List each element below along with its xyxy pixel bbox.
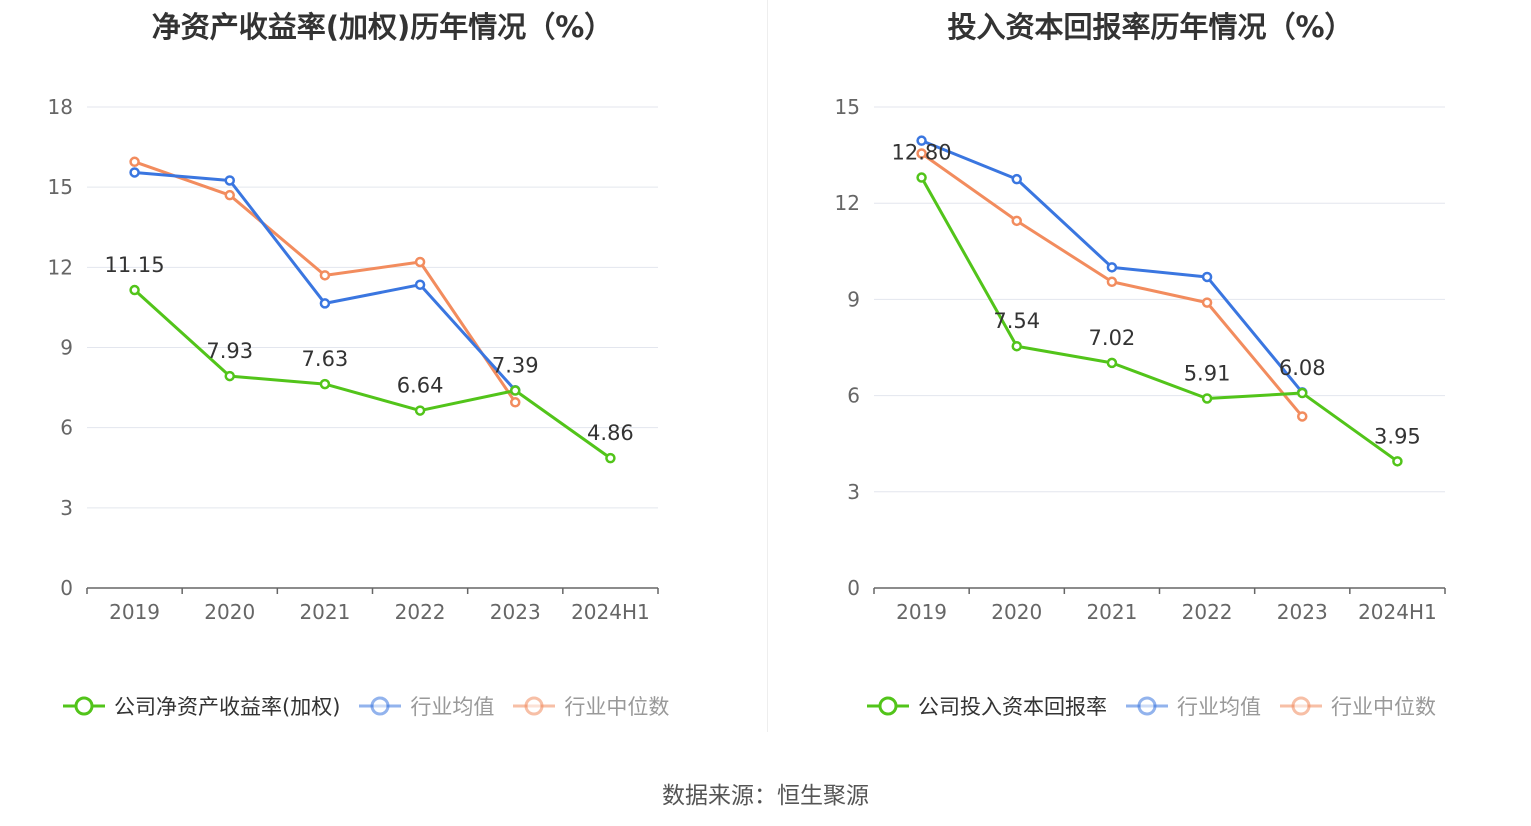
data-point — [129, 167, 140, 178]
legend-label: 公司净资产收益率(加权) — [114, 695, 341, 719]
x-tick-label: 2023 — [1277, 600, 1328, 624]
legend-line-marker-icon — [1126, 696, 1168, 716]
series-line-0 — [133, 288, 612, 460]
legend-label: 行业中位数 — [1331, 695, 1436, 719]
y-tick-label: 9 — [847, 287, 860, 311]
y-tick-label: 6 — [60, 416, 73, 440]
data-point — [1201, 271, 1213, 283]
chart-legend: 公司投入资本回报率 行业均值 行业中位数 — [866, 688, 1454, 724]
data-point — [510, 385, 521, 396]
data-label: 12.80 — [892, 141, 952, 165]
y-tick-label: 12 — [48, 255, 73, 279]
data-point — [1011, 215, 1022, 227]
data-point — [1201, 393, 1213, 404]
x-tick-label: 2024H1 — [1358, 600, 1437, 624]
roic-line-chart: 0 3 6 9 12 15 2019 2020 2021 2022 2023 2024H1 12.80 7… — [835, 95, 1446, 624]
data-point — [916, 148, 927, 159]
data-point — [414, 279, 426, 290]
data-point — [1106, 357, 1118, 369]
roe-line-chart: 0 3 6 9 12 15 18 2019 2020 2021 2022 2023 2024H1 11.1… — [48, 95, 659, 624]
data-point — [916, 172, 927, 183]
data-point — [414, 256, 426, 268]
legend-item-0[interactable]: 公司净资产收益率(加权) — [62, 691, 340, 721]
legend-line-marker-icon — [867, 696, 909, 716]
y-tick-label: 3 — [60, 496, 73, 520]
legend-item-1[interactable]: 行业均值 — [358, 691, 494, 721]
legend-label: 公司投入资本回报率 — [918, 695, 1107, 719]
data-label: 7.54 — [993, 309, 1040, 333]
data-point — [1106, 262, 1118, 273]
data-label: 6.08 — [1279, 356, 1326, 380]
data-point — [414, 405, 426, 416]
y-tick-label: 6 — [847, 384, 860, 408]
data-point — [224, 370, 235, 382]
data-label: 6.64 — [397, 374, 444, 398]
x-tick-label: 2021 — [1086, 600, 1137, 624]
x-tick-label: 2020 — [204, 600, 255, 624]
y-tick-label: 18 — [48, 95, 73, 119]
y-tick-label: 15 — [48, 175, 73, 199]
data-point — [1106, 276, 1118, 288]
data-point — [1297, 411, 1308, 422]
legend-item-1[interactable]: 行业均值 — [1125, 691, 1261, 721]
data-point — [129, 284, 140, 296]
data-label: 5.91 — [1184, 361, 1231, 385]
data-point — [1297, 387, 1308, 399]
series-line-0 — [920, 176, 1399, 463]
data-label: 7.93 — [206, 339, 253, 363]
legend-line-marker-icon — [513, 696, 556, 716]
y-tick-label: 12 — [835, 191, 860, 215]
data-point — [1011, 340, 1022, 352]
x-tick-label: 2022 — [1182, 600, 1233, 624]
x-tick-label: 2023 — [490, 600, 541, 624]
x-tick-label: 2019 — [896, 600, 947, 624]
x-tick-label: 2020 — [991, 600, 1042, 624]
data-label: 7.02 — [1089, 326, 1136, 350]
y-tick-label: 0 — [60, 576, 73, 600]
legend-label: 行业均值 — [1177, 695, 1261, 719]
data-label: 7.63 — [302, 347, 349, 371]
data-label: 4.86 — [587, 421, 634, 445]
data-point — [1201, 297, 1213, 308]
y-tick-label: 0 — [847, 576, 860, 600]
panel-divider — [767, 0, 768, 732]
data-label: 11.15 — [105, 253, 165, 277]
legend-item-0[interactable]: 公司投入资本回报率 — [866, 691, 1107, 721]
data-point — [319, 270, 331, 281]
legend-line-marker-icon — [1280, 696, 1322, 716]
legend-line-marker-icon — [63, 696, 105, 716]
chart-title: 投入资本回报率历年情况（%） — [947, 10, 1354, 44]
data-point — [605, 452, 616, 464]
legend-item-2[interactable]: 行业中位数 — [512, 691, 669, 721]
legend-label: 行业中位数 — [564, 695, 670, 719]
legend-label: 行业均值 — [410, 695, 495, 719]
data-point — [916, 135, 927, 146]
data-label: 3.95 — [1374, 424, 1421, 448]
chart-legend: 公司净资产收益率(加权) 行业均值 行业中位数 — [62, 688, 687, 724]
x-tick-label: 2022 — [395, 600, 446, 624]
legend-item-2[interactable]: 行业中位数 — [1279, 691, 1436, 721]
data-point — [129, 156, 140, 168]
x-tick-label: 2019 — [109, 600, 160, 624]
x-tick-label: 2024H1 — [571, 600, 650, 624]
x-tick-label: 2021 — [299, 600, 350, 624]
data-point — [224, 175, 235, 186]
data-point — [319, 298, 331, 309]
data-label: 7.39 — [492, 354, 539, 378]
y-tick-label: 15 — [835, 95, 860, 119]
data-point — [224, 189, 235, 201]
y-tick-label: 3 — [847, 480, 860, 504]
y-tick-label: 9 — [60, 336, 73, 360]
roic-chart-panel: 投入资本回报率历年情况（%） 0 3 6 9 12 15 2019 2020 2021 2022 2… — [768, 0, 1531, 740]
data-point — [510, 397, 521, 408]
data-point — [1011, 173, 1022, 185]
data-point — [319, 378, 331, 390]
roe-chart-panel: 净资产收益率(加权)历年情况（%） 0 3 6 9 12 15 18 2019 2020 2021… — [0, 0, 765, 740]
legend-line-marker-icon — [359, 696, 402, 716]
data-source: 数据来源：恒生聚源 — [662, 783, 869, 809]
data-point — [1392, 456, 1403, 467]
chart-title: 净资产收益率(加权)历年情况（%） — [151, 10, 614, 44]
